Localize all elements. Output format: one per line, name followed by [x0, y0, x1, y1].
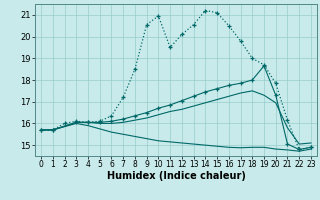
X-axis label: Humidex (Indice chaleur): Humidex (Indice chaleur): [107, 171, 245, 181]
